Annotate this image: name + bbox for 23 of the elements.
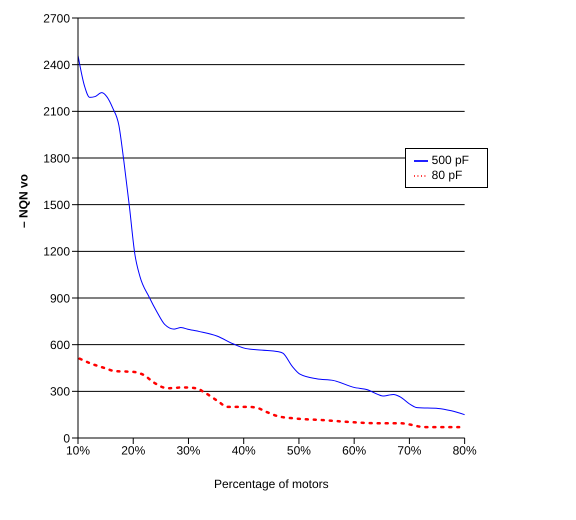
- y-tick-label: 600: [50, 338, 70, 352]
- line-series: [78, 357, 460, 428]
- y-tick-label: 1800: [43, 151, 70, 166]
- y-tick-label: 900: [50, 291, 70, 306]
- x-tick-label: 30%: [176, 444, 201, 458]
- x-axis-title: Percentage of motors: [214, 477, 329, 491]
- y-tick-label: 1500: [43, 198, 70, 212]
- y-tick-label: 2700: [43, 11, 70, 26]
- y-tick-label: 300: [50, 384, 70, 399]
- y-tick-label: 1200: [43, 244, 70, 259]
- legend-label: 500 pF: [432, 153, 469, 167]
- x-tick-label: 10%: [66, 444, 90, 458]
- x-tick-label: 40%: [232, 444, 256, 458]
- y-axis-title: – NQN vo: [16, 174, 30, 228]
- y-tick-label: 2400: [43, 58, 70, 72]
- x-tick-label: 20%: [121, 444, 146, 458]
- y-tick-label: 0: [63, 431, 70, 446]
- legend-label: 80 pF: [432, 168, 462, 182]
- x-tick-label: 60%: [342, 444, 367, 458]
- x-tick-label: 50%: [286, 444, 312, 458]
- x-tick-label: 70%: [397, 444, 422, 458]
- y-tick-label: 2100: [43, 104, 70, 119]
- x-tick-label: 80%: [452, 444, 477, 458]
